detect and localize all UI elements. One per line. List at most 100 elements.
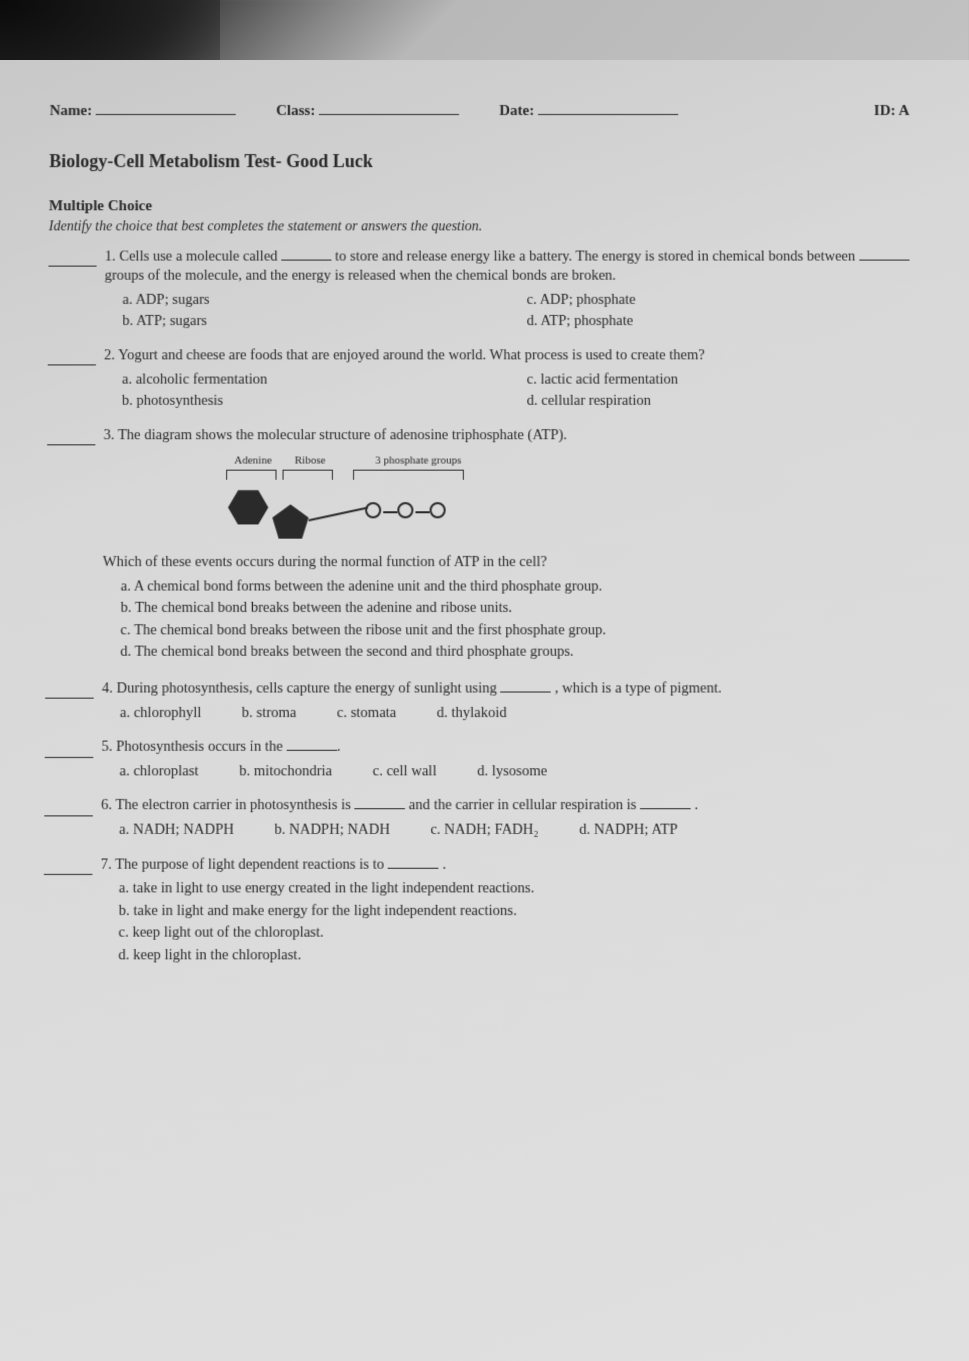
label-ribose: Ribose [295,454,326,469]
q7-opt-b: b. take in light and make energy for the… [119,901,916,921]
q5-opt-c: c. cell wall [373,762,437,782]
q1-blank-1[interactable] [281,247,331,260]
q2-opt-c: c. lactic acid fermentation [527,370,912,390]
class-label: Class: [276,103,315,119]
bracket-phosphate [353,470,464,480]
answer-blank-5[interactable] [45,740,94,758]
bracket-ribose [283,470,333,480]
atp-diagram: Adenine Ribose 3 phosphate groups [224,454,486,545]
q1-stem-b: to store and release energy like a batte… [331,248,859,264]
answer-blank-6[interactable] [44,798,93,816]
answer-blank-4[interactable] [45,681,94,699]
q6-number: 6. [101,797,112,813]
q7-stem-b: . [439,856,446,872]
name-field: Name: [50,100,237,121]
q1-opt-c: c. ADP; phosphate [527,291,911,311]
bond-2 [415,511,429,513]
q3-opt-b: b. The chemical bond breaks between the … [120,599,913,619]
id-label: ID: A [874,101,910,121]
question-3: 3. The diagram shows the molecular struc… [45,426,913,665]
q7-blank[interactable] [388,855,439,868]
q6-opt-b: b. NADPH; NADH [274,821,390,841]
q2-opt-d: d. cellular respiration [527,392,912,412]
question-2: 2. Yogurt and cheese are foods that are … [47,346,911,411]
q7-opt-d: d. keep light in the chloroplast. [118,946,915,966]
q4-opt-b: b. stroma [242,703,297,723]
header-row: Name: Class: Date: ID: A [50,100,910,121]
q6-blank-1[interactable] [355,796,406,809]
q1-stem-c: groups of the molecule, and the energy i… [105,268,616,284]
q7-stem-a: The purpose of light dependent reactions… [115,856,388,872]
label-adenine: Adenine [234,454,272,469]
q7-opt-c: c. keep light out of the chloroplast. [118,924,915,944]
phosphate-3 [430,502,446,518]
q3-opt-a: a. A chemical bond forms between the ade… [121,577,913,597]
q5-blank[interactable] [286,738,337,751]
q1-opt-b: b. ATP; sugars [122,312,506,332]
q5-opt-b: b. mitochondria [239,762,332,782]
mc-heading: Multiple Choice [49,196,910,216]
date-field: Date: [499,100,678,121]
q3-opt-d: d. The chemical bond breaks between the … [120,643,913,663]
bond-1 [383,511,397,513]
q6-stem-a: The electron carrier in photosynthesis i… [115,797,354,813]
q4-stem-b: , which is a type of pigment. [551,680,722,696]
bond-line [308,507,368,522]
q6-blank-2[interactable] [640,796,691,809]
q7-number: 7. [101,856,112,872]
date-blank[interactable] [538,100,678,115]
ribose-shape [272,504,308,539]
q2-opt-a: a. alcoholic fermentation [122,370,507,390]
q4-stem-a: During photosynthesis, cells capture the… [116,680,500,696]
q6-opt-a: a. NADH; NADPH [119,821,234,841]
adenine-shape [228,490,268,525]
answer-blank-2[interactable] [48,348,96,366]
answer-blank-7[interactable] [44,857,93,875]
q2-stem: Yogurt and cheese are foods that are enj… [118,347,705,363]
class-blank[interactable] [319,100,459,115]
q1-opt-a: a. ADP; sugars [122,291,506,311]
q2-opt-b: b. photosynthesis [122,392,507,412]
q5-stem-b: . [337,739,341,755]
q7-opt-a: a. take in light to use energy created i… [119,879,916,899]
name-label: Name: [50,103,93,119]
q4-opt-c: c. stomata [337,703,397,723]
q3-substem: Which of these events occurs during the … [103,553,913,573]
answer-blank-1[interactable] [48,249,96,267]
q4-opt-a: a. chlorophyll [120,703,202,723]
answer-blank-3[interactable] [47,428,95,446]
class-field: Class: [276,100,459,121]
q1-number: 1. [105,248,116,264]
q3-options: a. A chemical bond forms between the ade… [120,577,913,663]
q3-opt-c: c. The chemical bond breaks between the … [120,621,913,641]
question-5: 5. Photosynthesis occurs in the . a. chl… [45,738,915,782]
mc-instruction: Identify the choice that best completes … [49,218,911,237]
q7-options: a. take in light to use energy created i… [118,879,915,966]
q1-opt-d: d. ATP; phosphate [527,312,911,332]
date-label: Date: [499,103,534,119]
question-6: 6. The electron carrier in photosynthesi… [44,796,915,840]
q5-opt-a: a. chloroplast [119,762,198,782]
q3-number: 3. [103,427,114,443]
worksheet-paper: Name: Class: Date: ID: A Biology-Cell Me… [0,60,969,1361]
q4-opt-d: d. thylakoid [437,703,507,723]
q6-opt-c: c. NADH; FADH₂ [430,821,538,841]
question-1: 1. Cells use a molecule called to store … [48,247,911,332]
q1-blank-2[interactable] [859,247,909,260]
question-4: 4. During photosynthesis, cells capture … [45,679,914,723]
q5-opt-d: d. lysosome [477,762,547,782]
q6-opt-d: d. NADPH; ATP [579,821,677,841]
q2-number: 2. [104,347,115,363]
q5-number: 5. [101,739,112,755]
phosphate-1 [365,502,381,518]
q3-stem: The diagram shows the molecular structur… [118,427,567,443]
label-phosphate: 3 phosphate groups [375,454,461,469]
q4-number: 4. [102,680,113,696]
q4-blank[interactable] [501,679,552,692]
test-title: Biology-Cell Metabolism Test- Good Luck [49,149,910,173]
phosphate-2 [397,502,413,518]
q6-stem-b: and the carrier in cellular respiration … [405,797,640,813]
name-blank[interactable] [96,100,236,115]
q1-stem-a: Cells use a molecule called [119,248,281,264]
q6-stem-c: . [691,797,698,813]
